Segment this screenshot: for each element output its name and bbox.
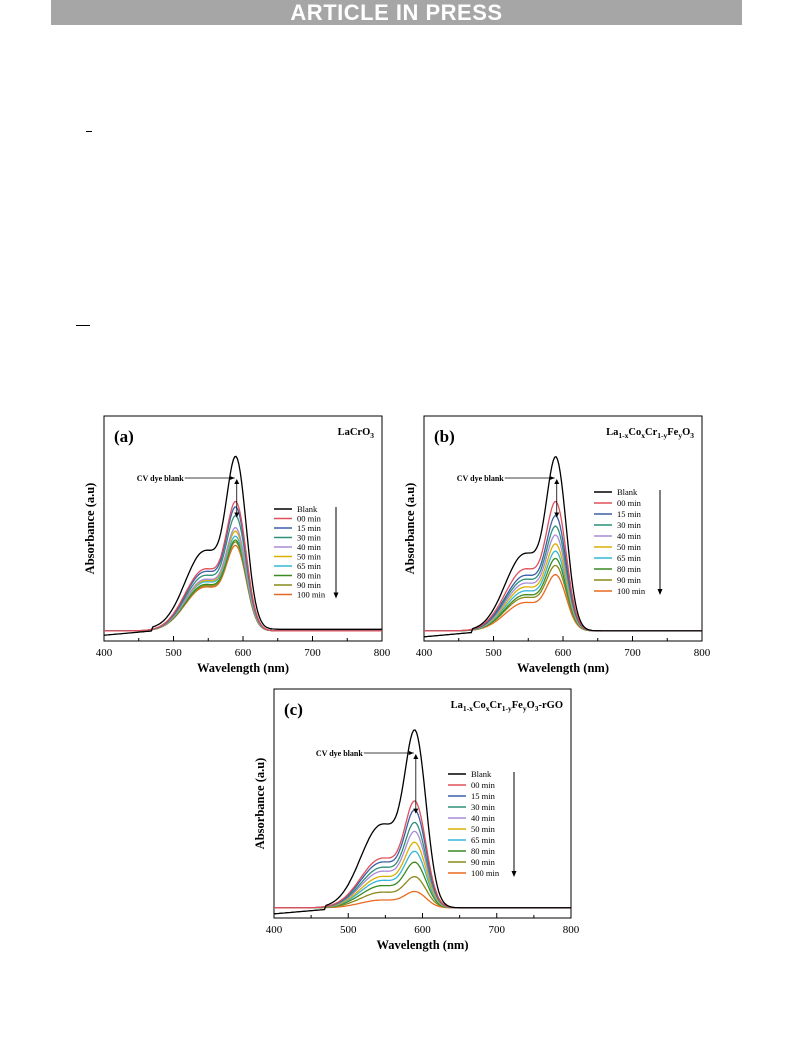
annotation-arrowhead <box>229 476 235 480</box>
x-axis-label: Wavelength (nm) <box>517 661 609 675</box>
legend-label: 15 min <box>617 509 642 519</box>
legend-label: 90 min <box>617 575 642 585</box>
legend-label: 40 min <box>617 531 642 541</box>
legend-label: 65 min <box>297 561 322 571</box>
series-line-blank <box>273 729 571 915</box>
legend-label: 65 min <box>617 553 642 563</box>
x-tick-label: 700 <box>489 924 506 936</box>
legend-label: 80 min <box>471 846 496 856</box>
series-line-100-min <box>274 890 571 909</box>
x-axis-label: Wavelength (nm) <box>197 661 289 675</box>
series-line-50-min <box>274 841 571 909</box>
legend-label: Blank <box>297 504 318 514</box>
x-tick-label: 500 <box>340 924 357 936</box>
uv-vis-chart-la-co-cr-fe-o3: 400 500 600 700 800 Wavelength (nm) Absorbance… <box>403 415 711 675</box>
x-tick-label: 500 <box>485 647 502 659</box>
series-line-50-min <box>104 530 382 632</box>
drop-arrowhead <box>234 479 240 484</box>
drop-arrowhead <box>234 512 240 518</box>
panel-label: (a) <box>114 427 134 446</box>
legend-label: 90 min <box>297 580 322 590</box>
chart-title: LaCrO3​ <box>338 427 375 440</box>
x-tick-label: 800 <box>563 924 580 936</box>
x-axis-label: Wavelength (nm) <box>376 938 468 952</box>
panel-label: (b) <box>434 427 455 446</box>
drop-arrowhead <box>413 754 419 759</box>
annotation-arrowhead <box>408 751 414 755</box>
cv-dye-blank-label: CV dye blank <box>137 474 185 483</box>
cv-dye-blank-label: CV dye blank <box>457 474 505 483</box>
series-line-80-min <box>274 861 571 909</box>
chart-title: La1-x​Cox​Cr1-y​Fey​O3​ <box>606 427 694 440</box>
legend-label: 100 min <box>617 586 646 596</box>
legend-label: 80 min <box>617 564 642 574</box>
legend-label: 00 min <box>617 498 642 508</box>
legend-label: 50 min <box>471 824 496 834</box>
x-tick-label: 600 <box>235 647 252 659</box>
legend-label: 00 min <box>471 780 496 790</box>
legend-label: 50 min <box>617 542 642 552</box>
x-tick-label: 400 <box>266 924 283 936</box>
series-line-15-min <box>104 506 382 632</box>
time-arrowhead <box>657 589 663 595</box>
legend-label: 15 min <box>297 523 322 533</box>
chart-title: La1-x​Cox​Cr1-y​Fey​O3​-rGO <box>451 700 563 713</box>
x-tick-label: 800 <box>694 647 711 659</box>
cv-dye-blank-label: CV dye blank <box>316 749 364 758</box>
page-mark-1 <box>86 131 92 132</box>
x-tick-label: 400 <box>96 647 113 659</box>
page-mark-2 <box>76 325 90 326</box>
y-axis-label: Absorbance (a.u) <box>403 483 417 575</box>
drop-arrowhead <box>554 479 560 484</box>
series-line-00-min <box>274 800 571 909</box>
legend-label: 100 min <box>297 590 326 600</box>
legend-label: 30 min <box>471 802 496 812</box>
panel-label: (c) <box>284 700 303 719</box>
legend-label: 50 min <box>297 552 322 562</box>
x-tick-label: 700 <box>304 647 321 659</box>
series-line-90-min <box>274 876 571 909</box>
x-tick-label: 500 <box>165 647 182 659</box>
legend-label: Blank <box>617 487 638 497</box>
y-axis-label: Absorbance (a.u) <box>253 758 267 850</box>
legend-label: 40 min <box>297 542 322 552</box>
uv-vis-chart-lacro3: 400 500 600 700 800 Wavelength (nm) Absorbance… <box>83 415 391 675</box>
annotation-arrowhead <box>549 476 555 480</box>
x-tick-label: 700 <box>624 647 641 659</box>
time-arrowhead <box>333 592 339 599</box>
x-tick-label: 400 <box>416 647 433 659</box>
legend-label: 30 min <box>617 520 642 530</box>
legend-label: Blank <box>471 769 492 779</box>
series-line-65-min <box>274 850 571 909</box>
x-tick-label: 600 <box>414 924 431 936</box>
series-line-blank <box>103 455 382 636</box>
x-tick-label: 600 <box>555 647 572 659</box>
series-line-blank <box>423 455 702 638</box>
legend-label: 30 min <box>297 533 322 543</box>
y-axis-label: Absorbance (a.u) <box>83 483 97 575</box>
drop-arrowhead <box>554 512 560 518</box>
uv-vis-chart-la-co-cr-fe-o3-rgo: 400 500 600 700 800 Wavelength (nm) Absorbance… <box>253 688 580 952</box>
drop-arrowhead <box>413 808 419 814</box>
legend-label: 40 min <box>471 813 496 823</box>
legend-label: 80 min <box>297 571 322 581</box>
legend-label: 00 min <box>297 514 322 524</box>
series-line-00-min <box>104 500 382 632</box>
article-in-press-banner: ARTICLE IN PRESS <box>51 0 742 25</box>
time-arrowhead <box>511 871 517 877</box>
x-tick-label: 800 <box>374 647 391 659</box>
legend-label: 15 min <box>471 791 496 801</box>
legend-label: 100 min <box>471 868 500 878</box>
legend-label: 65 min <box>471 835 496 845</box>
legend-label: 90 min <box>471 857 496 867</box>
